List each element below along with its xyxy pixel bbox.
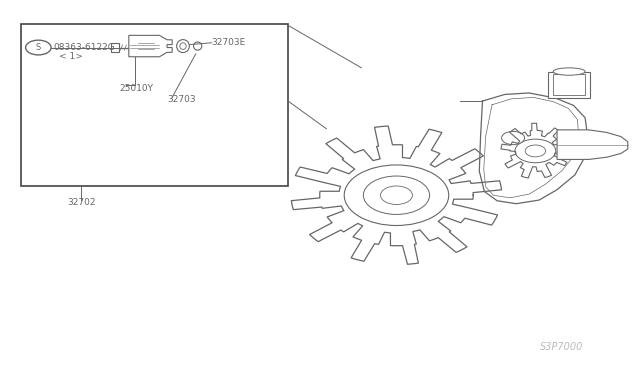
Bar [548,71,589,98]
Bar [111,43,118,52]
Bar [553,74,585,95]
Circle shape [364,176,429,214]
Text: S: S [36,43,41,52]
Circle shape [381,186,412,205]
Circle shape [525,145,545,157]
Ellipse shape [177,39,189,52]
Circle shape [26,40,51,55]
Bar [20,23,288,186]
Text: 32703: 32703 [167,95,196,104]
Text: 32702: 32702 [67,198,95,207]
Ellipse shape [193,42,202,50]
Text: 25010Y: 25010Y [119,84,153,93]
Circle shape [502,131,525,145]
Polygon shape [557,130,628,160]
Polygon shape [129,35,172,57]
Circle shape [344,165,449,225]
Text: 08363-6122G: 08363-6122G [54,43,115,52]
Text: < 1>: < 1> [59,52,83,61]
Text: S3P7000: S3P7000 [540,341,583,352]
Ellipse shape [180,43,186,49]
Ellipse shape [553,68,585,75]
Text: 32703E: 32703E [212,38,246,46]
Circle shape [515,139,556,163]
